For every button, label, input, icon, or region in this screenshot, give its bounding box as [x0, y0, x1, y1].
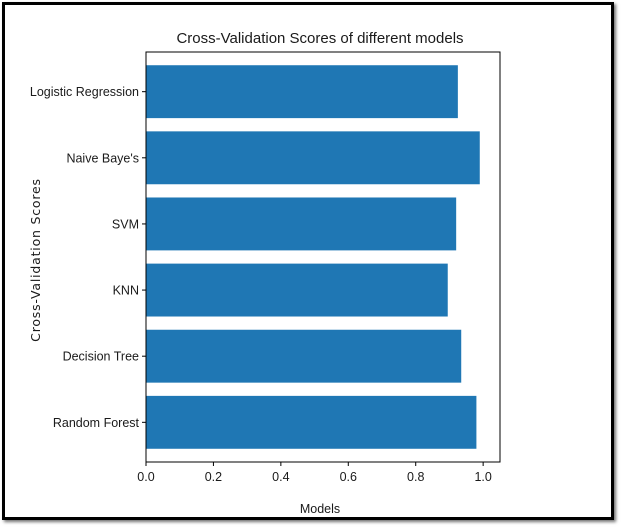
bar-naive-baye-s [146, 131, 480, 185]
y-tick-label: Random Forest [53, 416, 140, 430]
x-tick-label: 0.6 [340, 470, 357, 484]
y-tick-label: Decision Tree [63, 350, 139, 364]
y-tick-label: Naive Baye's [66, 151, 139, 165]
x-tick-label: 1.0 [474, 470, 491, 484]
bar-decision-tree [146, 329, 462, 383]
bars-group [146, 65, 480, 449]
chart-title: Cross-Validation Scores of different mod… [176, 30, 463, 47]
y-tick-label: KNN [113, 284, 139, 298]
x-tick-label: 0.8 [407, 470, 424, 484]
y-axis-ticks: Logistic Regression Naive Baye's SVM KNN Dec… [30, 85, 146, 430]
x-axis-label: Models [300, 502, 340, 516]
plot-area-frame [145, 51, 501, 463]
x-tick-label: 0.4 [272, 470, 289, 484]
x-axis-ticks: 0.0 0.2 0.4 0.6 0.8 1.0 [137, 462, 492, 484]
bar-knn [146, 263, 448, 317]
bar-svm [146, 197, 457, 251]
x-tick-label: 0.2 [205, 470, 222, 484]
bar-logistic-regression [146, 65, 458, 119]
x-tick-label: 0.0 [137, 470, 154, 484]
y-tick-label: Logistic Regression [30, 85, 139, 99]
y-tick-label: SVM [112, 217, 139, 231]
y-axis-label: Cross-Validation Scores [28, 178, 43, 342]
bar-random-forest [146, 395, 477, 449]
